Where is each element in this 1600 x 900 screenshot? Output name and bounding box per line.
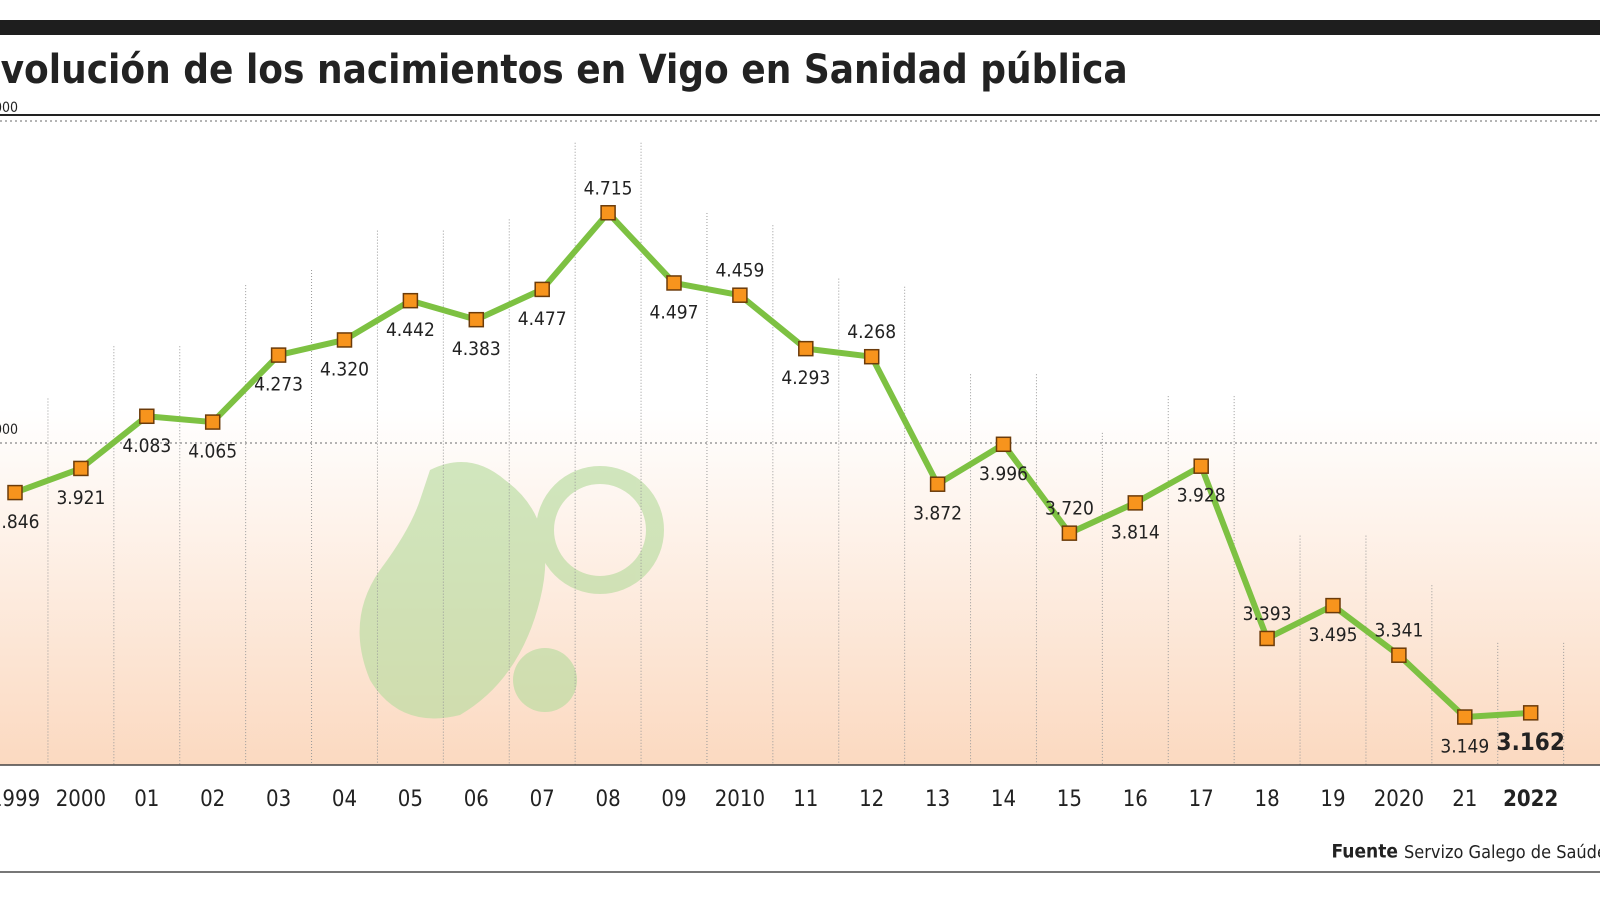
value-label: 3.921 bbox=[56, 487, 105, 509]
marker bbox=[73, 460, 89, 477]
value-label: 4.383 bbox=[452, 338, 501, 360]
x-tick-label: 21 bbox=[1452, 787, 1477, 812]
x-tick-label: 09 bbox=[661, 787, 686, 812]
series-line bbox=[13, 209, 1531, 721]
x-tick-label: 07 bbox=[530, 787, 555, 812]
marker bbox=[336, 332, 353, 348]
marker bbox=[7, 484, 23, 501]
marker bbox=[1391, 647, 1407, 663]
x-tick-label: 14 bbox=[991, 787, 1016, 812]
value-label: 4.273 bbox=[254, 374, 303, 396]
x-tick-label: 03 bbox=[266, 787, 291, 812]
x-tick-label: 2000 bbox=[56, 787, 106, 812]
value-label: 3.872 bbox=[913, 503, 962, 525]
x-tick-label: 01 bbox=[134, 787, 159, 812]
x-tick-label: 12 bbox=[859, 787, 884, 812]
marker bbox=[1127, 495, 1144, 511]
value-label: 4.459 bbox=[715, 260, 764, 282]
marker bbox=[995, 436, 1012, 453]
x-tick-label: 08 bbox=[596, 787, 621, 812]
x-tick-label: 1999 bbox=[0, 787, 40, 812]
marker bbox=[732, 287, 748, 303]
value-label: 3.928 bbox=[1177, 485, 1226, 507]
x-tick-label: 19 bbox=[1320, 787, 1345, 812]
value-label: 3.846 bbox=[0, 511, 39, 533]
marker bbox=[1061, 525, 1078, 541]
value-label: 3.814 bbox=[1111, 521, 1160, 543]
marker bbox=[468, 311, 485, 328]
value-label: 4.268 bbox=[847, 321, 896, 343]
value-label: 3.393 bbox=[1243, 603, 1292, 625]
x-tick-label: 13 bbox=[925, 787, 950, 812]
x-tick-label: 16 bbox=[1123, 787, 1148, 812]
marker bbox=[1522, 705, 1539, 721]
marker bbox=[666, 275, 682, 291]
marker bbox=[1325, 597, 1341, 614]
chart-title: Evolución de los nacimientos en Vigo en … bbox=[0, 47, 1128, 93]
x-tick-label: 17 bbox=[1189, 787, 1214, 812]
x-tick-label: 06 bbox=[464, 787, 489, 812]
marker bbox=[139, 408, 155, 425]
marker bbox=[600, 205, 616, 221]
marker bbox=[1259, 630, 1275, 647]
pacifier-icon bbox=[359, 462, 664, 719]
value-label: 4.477 bbox=[518, 308, 567, 330]
value-label: 3.720 bbox=[1045, 498, 1094, 520]
value-label: 3.341 bbox=[1374, 620, 1423, 642]
top-bar bbox=[0, 20, 1600, 35]
x-tick-label: 2022 bbox=[1503, 787, 1558, 812]
marker bbox=[1457, 709, 1473, 725]
plot: 4.000 5.000 1999 2000 01 02 03 04 05 06 07 08 09 2010… bbox=[0, 100, 1600, 812]
value-label: 4.320 bbox=[320, 358, 369, 380]
marker bbox=[204, 414, 221, 430]
marker bbox=[1193, 458, 1209, 474]
marker bbox=[798, 340, 814, 357]
value-label: 4.442 bbox=[386, 319, 435, 341]
value-label: 4.083 bbox=[122, 435, 171, 457]
x-tick-label: 02 bbox=[200, 787, 225, 812]
value-label: 4.293 bbox=[781, 367, 830, 389]
marker bbox=[270, 347, 287, 363]
x-tick-label: 15 bbox=[1057, 787, 1082, 812]
x-tick-label: 18 bbox=[1255, 787, 1280, 812]
value-label: 4.497 bbox=[650, 301, 699, 323]
value-label: 3.162 bbox=[1497, 728, 1565, 756]
x-tick-label: 2020 bbox=[1374, 787, 1424, 812]
value-label: 4.065 bbox=[188, 441, 237, 463]
y-tick-label: 4.000 bbox=[0, 422, 18, 438]
value-label: 3.495 bbox=[1309, 624, 1358, 646]
x-tick-label: 2010 bbox=[715, 787, 765, 812]
x-tick-label: 04 bbox=[332, 787, 357, 812]
plot-background bbox=[0, 117, 1600, 765]
value-label: 3.996 bbox=[979, 463, 1028, 485]
value-label: 4.715 bbox=[584, 177, 633, 199]
y-tick-label: 5.000 bbox=[0, 100, 18, 116]
marker bbox=[402, 292, 419, 309]
value-label: 3.149 bbox=[1440, 736, 1489, 758]
x-tick-label: 05 bbox=[398, 787, 423, 812]
marker bbox=[929, 476, 946, 492]
x-tick-label: 11 bbox=[793, 787, 818, 812]
source: Servizo Galego de Saúde bbox=[1404, 842, 1600, 863]
marker bbox=[863, 348, 880, 365]
source-label: Fuente bbox=[1332, 841, 1398, 863]
marker bbox=[534, 281, 550, 298]
